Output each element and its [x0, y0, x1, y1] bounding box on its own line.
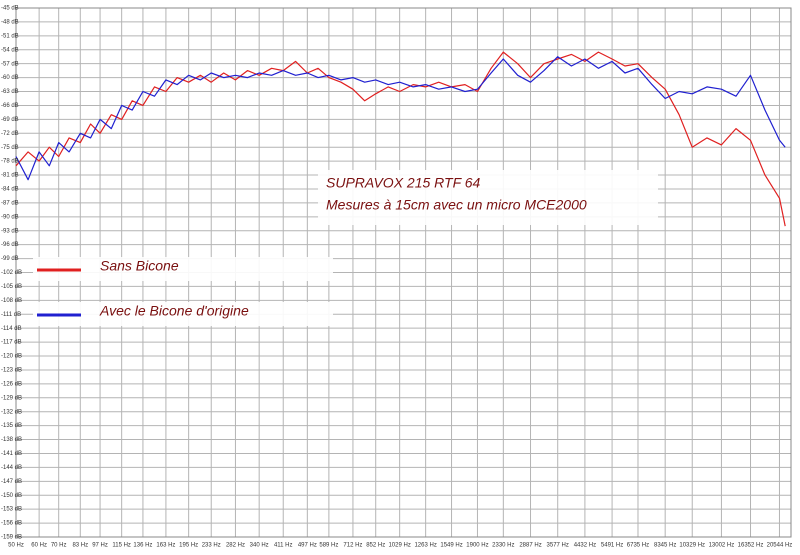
y-tick-label: -102 dB — [1, 270, 22, 276]
y-tick-label: -144 dB — [1, 465, 22, 471]
x-tick-label: 115 Hz — [112, 543, 131, 549]
y-tick-label: -156 dB — [1, 521, 22, 527]
series-line — [15, 56, 786, 181]
x-tick-label: 2330 Hz — [492, 543, 514, 549]
x-tick-label: 1549 Hz — [440, 543, 462, 549]
y-tick-label: -135 dB — [1, 423, 22, 429]
x-tick-label: 852 Hz — [366, 543, 385, 549]
legend-box — [33, 302, 333, 326]
y-tick-label: -93 dB — [1, 228, 19, 234]
y-tick-label: -87 dB — [1, 200, 19, 206]
y-tick-label: -54 dB — [1, 47, 19, 53]
legend-label: Sans Bicone — [100, 258, 179, 274]
x-tick-label: 411 Hz — [274, 543, 293, 549]
x-tick-label: 163 Hz — [156, 543, 175, 549]
y-tick-label: -72 dB — [1, 131, 19, 137]
y-tick-label: -147 dB — [1, 479, 22, 485]
y-tick-label: -78 dB — [1, 159, 19, 165]
y-tick-label: -117 dB — [1, 340, 22, 346]
y-tick-label: -141 dB — [1, 451, 22, 457]
y-tick-label: -126 dB — [1, 381, 22, 387]
y-tick-label: -120 dB — [1, 354, 22, 360]
x-tick-label: 5491 Hz — [601, 543, 623, 549]
legend-box — [33, 257, 333, 281]
x-tick-label: 50 Hz — [8, 543, 24, 549]
x-tick-label: 233 Hz — [202, 543, 221, 549]
x-tick-label: 4432 Hz — [574, 543, 596, 549]
x-tick-label: 1900 Hz — [466, 543, 488, 549]
x-tick-label: 16352 Hz — [738, 543, 764, 549]
x-tick-label: 10329 Hz — [679, 543, 705, 549]
y-tick-label: -63 dB — [1, 89, 19, 95]
y-tick-label: -66 dB — [1, 103, 19, 109]
x-tick-label: 13002 Hz — [709, 543, 735, 549]
x-tick-label: 589 Hz — [319, 543, 338, 549]
x-tick-label: 20544 Hz — [767, 543, 793, 549]
chart-title: SUPRAVOX 215 RTF 64 — [326, 175, 481, 191]
y-tick-label: -150 dB — [1, 493, 22, 499]
y-tick-label: -111 dB — [1, 312, 21, 318]
y-tick-label: -81 dB — [1, 173, 19, 179]
y-tick-label: -69 dB — [1, 117, 19, 123]
y-tick-label: -159 dB — [1, 535, 22, 541]
x-tick-label: 8345 Hz — [654, 543, 676, 549]
y-tick-label: -96 dB — [1, 242, 19, 248]
x-tick-label: 340 Hz — [250, 543, 269, 549]
y-tick-label: -51 dB — [1, 33, 19, 39]
x-tick-label: 97 Hz — [92, 543, 108, 549]
y-tick-label: -105 dB — [1, 284, 22, 290]
x-tick-label: 70 Hz — [51, 543, 67, 549]
x-tick-label: 497 Hz — [298, 543, 317, 549]
x-tick-label: 60 Hz — [31, 543, 47, 549]
lines — [15, 51, 786, 227]
ticks: -45 dB -48 dB -51 dB -54 dB -57 dB -60 dB -63 … — [1, 6, 792, 549]
y-tick-label: -132 dB — [1, 409, 22, 415]
x-tick-label: 2887 Hz — [519, 543, 541, 549]
y-tick-label: -114 dB — [1, 326, 22, 332]
y-tick-label: -99 dB — [1, 256, 19, 262]
x-tick-label: 282 Hz — [226, 543, 245, 549]
y-tick-label: -45 dB — [1, 6, 19, 12]
y-tick-label: -75 dB — [1, 145, 19, 151]
x-tick-label: 83 Hz — [72, 543, 88, 549]
x-tick-label: 3577 Hz — [547, 543, 569, 549]
y-tick-label: -60 dB — [1, 75, 19, 81]
legend: Sans Bicone Avec le Bicone d'origine — [33, 257, 333, 326]
x-tick-label: 195 Hz — [179, 543, 198, 549]
y-tick-label: -138 dB — [1, 437, 22, 443]
x-tick-label: 1263 Hz — [414, 543, 436, 549]
series-line — [15, 51, 786, 227]
chart-subtitle: Mesures à 15cm avec un micro MCE2000 — [326, 197, 587, 213]
y-tick-label: -57 dB — [1, 61, 19, 67]
legend-label: Avec le Bicone d'origine — [99, 303, 249, 319]
note-box — [318, 170, 658, 225]
y-tick-label: -153 dB — [1, 507, 22, 513]
y-tick-label: -108 dB — [1, 298, 22, 304]
y-tick-label: -84 dB — [1, 187, 19, 193]
x-tick-label: 6735 Hz — [627, 543, 649, 549]
grid — [15, 7, 792, 538]
x-tick-label: 712 Hz — [343, 543, 362, 549]
x-tick-label: 136 Hz — [133, 543, 152, 549]
plot-frame — [15, 7, 792, 538]
y-tick-label: -48 dB — [1, 19, 19, 25]
x-tick-label: 1029 Hz — [388, 543, 410, 549]
y-tick-label: -90 dB — [1, 214, 19, 220]
y-tick-label: -123 dB — [1, 368, 22, 374]
y-tick-label: -129 dB — [1, 395, 22, 401]
